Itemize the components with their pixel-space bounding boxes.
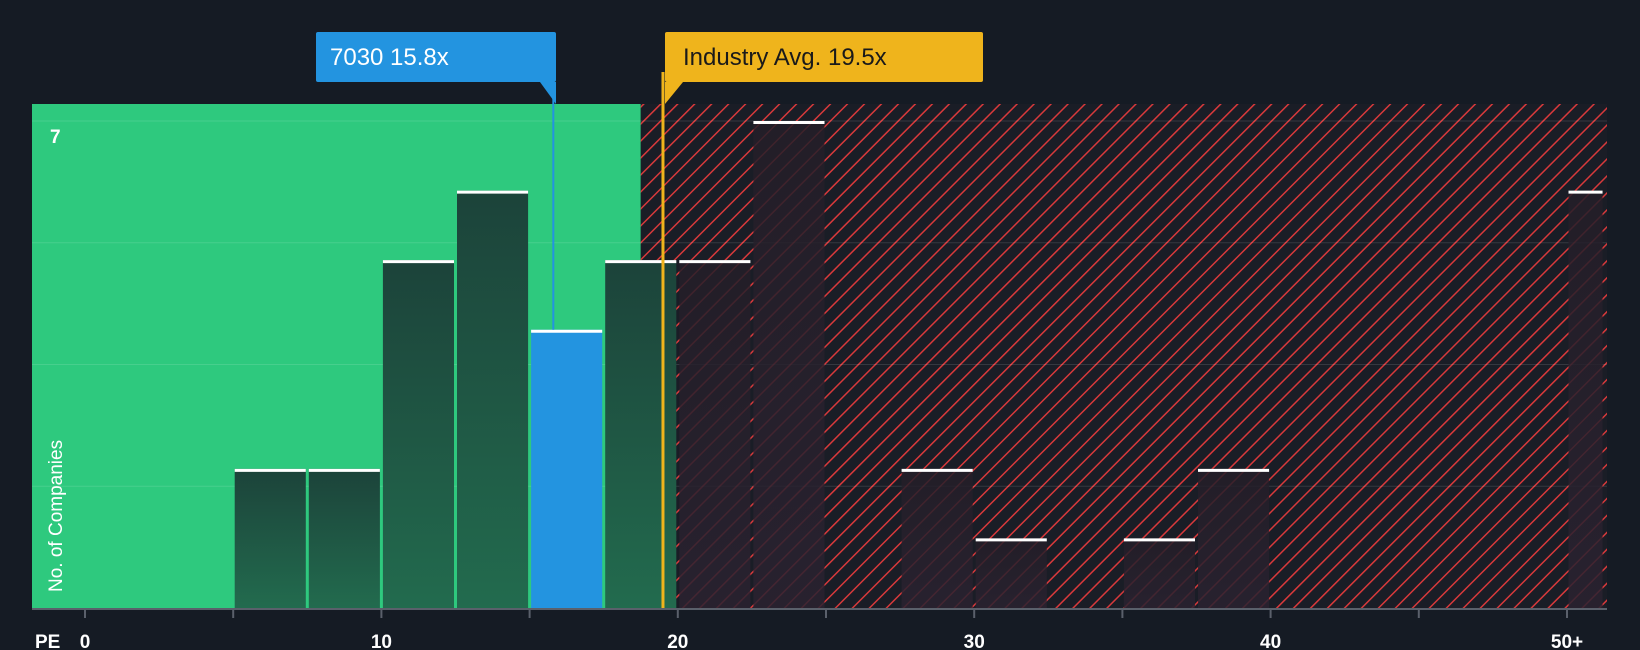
- histogram-bars: [234, 121, 1603, 609]
- bar-8: [901, 468, 973, 608]
- bar-4: [531, 329, 603, 608]
- x-tick-label-40: 40: [1260, 632, 1281, 650]
- bar-0: [234, 468, 306, 608]
- bar-6: [679, 260, 751, 608]
- bar-5: [605, 260, 677, 608]
- industry-callout: Industry Avg. 19.5x: [665, 32, 983, 104]
- company-callout: 7030 15.8x: [316, 32, 556, 104]
- y-axis-title: No. of Companies: [46, 440, 67, 592]
- x-axis-ticks: 0 10 20 30 40 50+: [80, 610, 1583, 650]
- bar-11: [1198, 468, 1270, 608]
- bar-12: [1568, 190, 1603, 609]
- x-tick-label-0: 0: [80, 632, 91, 650]
- bar-10: [1123, 538, 1195, 608]
- reference-lines: [552, 72, 665, 608]
- x-tick-label-10: 10: [371, 632, 392, 650]
- bar-3: [457, 190, 529, 609]
- industry-callout-box: [665, 32, 983, 82]
- company-callout-pointer: [540, 82, 556, 104]
- bar-2: [382, 260, 454, 608]
- company-callout-box: [316, 32, 556, 82]
- company-callout-label: 7030 15.8x: [330, 44, 449, 71]
- bar-9: [975, 538, 1047, 608]
- x-tick-label-30: 30: [964, 632, 985, 650]
- industry-callout-label: Industry Avg. 19.5x: [683, 44, 887, 71]
- bar-1: [308, 468, 380, 608]
- x-axis-title: PE: [35, 632, 60, 650]
- industry-callout-pointer: [665, 82, 683, 104]
- x-tick-label-50: 50+: [1551, 632, 1583, 650]
- x-tick-label-20: 20: [667, 632, 688, 650]
- bar-7: [753, 121, 825, 608]
- y-axis-max-label: 7: [50, 127, 61, 148]
